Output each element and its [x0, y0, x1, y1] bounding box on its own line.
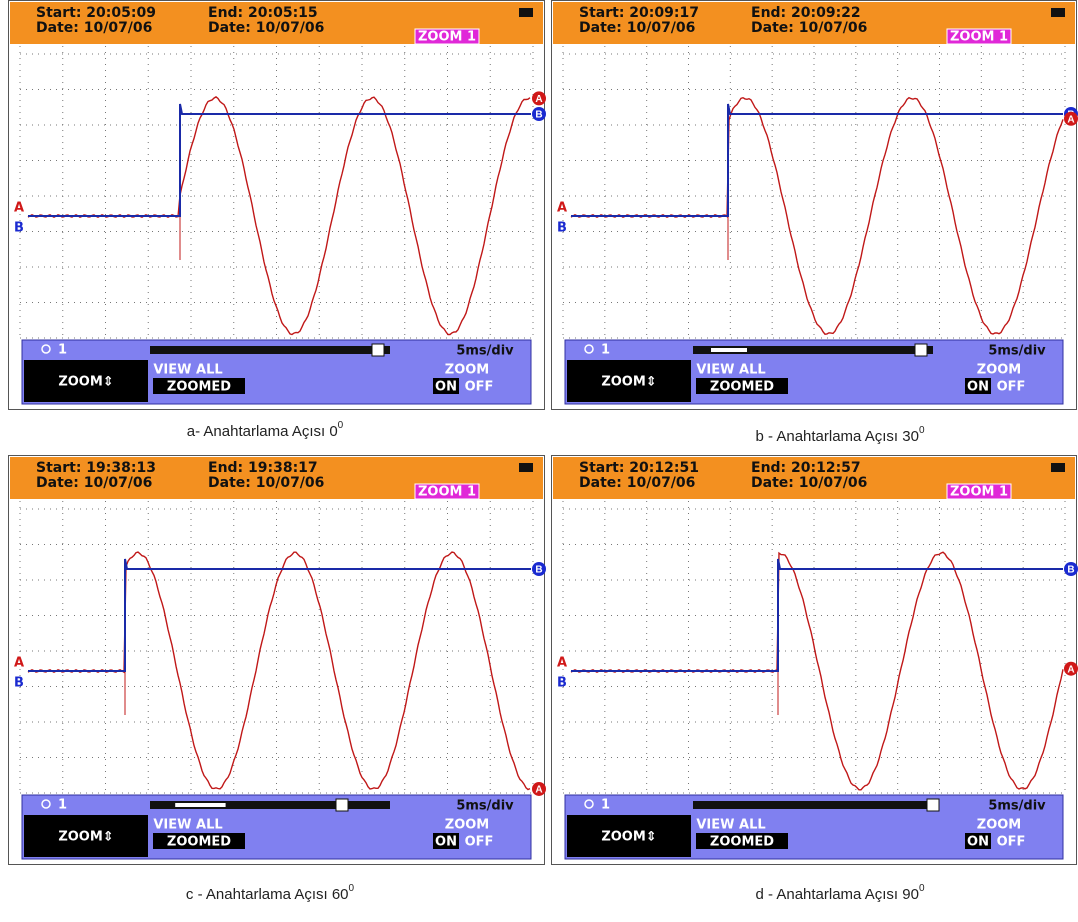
- zoom-level: 1: [58, 798, 67, 813]
- start-time: Start: 20:05:09: [36, 5, 156, 21]
- start-time: Start: 20:09:17: [579, 5, 699, 21]
- zoomed: ZOOMED: [167, 835, 231, 850]
- start-date: Date: 10/07/06: [579, 20, 695, 36]
- marker-b-right: B: [1067, 565, 1074, 576]
- zoomed: ZOOMED: [167, 380, 231, 395]
- zoom-slider-thumb: [336, 799, 348, 811]
- marker-b-right: B: [535, 565, 542, 576]
- marker-a-left: A: [557, 656, 567, 671]
- caption-text: c - Anahtarlama Açısı 60: [186, 886, 349, 903]
- zoom-level: 1: [58, 343, 67, 358]
- zoomed: ZOOMED: [710, 380, 774, 395]
- zoom-button: ZOOM⇕: [58, 830, 113, 845]
- caption: d - Anahtarlama Açısı 900: [756, 883, 925, 903]
- caption: a- Anahtarlama Açısı 00: [187, 420, 344, 440]
- caption-degree: 0: [349, 883, 355, 894]
- marker-b-left: B: [14, 676, 24, 691]
- view-all: VIEW ALL: [153, 363, 222, 378]
- zoom-on: ON: [967, 835, 989, 850]
- zoom-slider: [693, 801, 933, 809]
- battery-icon: [519, 8, 533, 17]
- caption-text: a- Anahtarlama Açısı 0: [187, 423, 338, 440]
- zoom-on: ON: [435, 380, 457, 395]
- zoom-label: ZOOM: [977, 818, 1021, 833]
- marker-a-right: A: [1067, 114, 1074, 125]
- end-time: End: 20:12:57: [751, 460, 861, 476]
- zoom-badge: ZOOM 1: [418, 485, 476, 500]
- zoom-slider-window: [175, 803, 225, 807]
- caption: b - Anahtarlama Açısı 300: [756, 425, 925, 445]
- zoom-off: OFF: [465, 835, 494, 850]
- caption-text: d - Anahtarlama Açısı 90: [756, 886, 919, 903]
- marker-a-right: A: [535, 785, 542, 796]
- zoomed: ZOOMED: [710, 835, 774, 850]
- timebase: 5ms/div: [456, 344, 514, 359]
- caption-degree: 0: [919, 883, 925, 894]
- zoom-on: ON: [435, 835, 457, 850]
- zoom-slider-thumb: [372, 344, 384, 356]
- marker-b-left: B: [14, 221, 24, 236]
- start-date: Date: 10/07/06: [579, 475, 695, 491]
- zoom-badge: ZOOM 1: [950, 30, 1008, 45]
- zoom-label: ZOOM: [977, 363, 1021, 378]
- zoom-level: 1: [601, 343, 610, 358]
- marker-a-right: A: [535, 94, 542, 105]
- end-time: End: 20:05:15: [208, 5, 318, 21]
- marker-a-left: A: [14, 656, 24, 671]
- battery-icon: [519, 463, 533, 472]
- start-time: Start: 20:12:51: [579, 460, 699, 476]
- zoom-badge: ZOOM 1: [418, 30, 476, 45]
- marker-b-right: B: [535, 110, 542, 121]
- end-date: Date: 10/07/06: [751, 20, 867, 36]
- zoom-off: OFF: [465, 380, 494, 395]
- start-date: Date: 10/07/06: [36, 20, 152, 36]
- caption-text: b - Anahtarlama Açısı 30: [756, 428, 919, 445]
- zoom-slider: [150, 346, 390, 354]
- battery-icon: [1051, 463, 1065, 472]
- zoom-badge: ZOOM 1: [950, 485, 1008, 500]
- zoom-slider-thumb: [927, 799, 939, 811]
- end-time: End: 19:38:17: [208, 460, 318, 476]
- view-all: VIEW ALL: [696, 363, 765, 378]
- caption-degree: 0: [338, 420, 344, 431]
- marker-a-left: A: [14, 201, 24, 216]
- zoom-label: ZOOM: [445, 363, 489, 378]
- end-date: Date: 10/07/06: [208, 475, 324, 491]
- marker-b-left: B: [557, 221, 567, 236]
- start-time: Start: 19:38:13: [36, 460, 156, 476]
- end-date: Date: 10/07/06: [751, 475, 867, 491]
- timebase: 5ms/div: [988, 799, 1046, 814]
- end-time: End: 20:09:22: [751, 5, 861, 21]
- marker-a-right: A: [1067, 664, 1074, 675]
- zoom-label: ZOOM: [445, 818, 489, 833]
- zoom-level: 1: [601, 798, 610, 813]
- battery-icon: [1051, 8, 1065, 17]
- start-date: Date: 10/07/06: [36, 475, 152, 491]
- view-all: VIEW ALL: [153, 818, 222, 833]
- zoom-off: OFF: [997, 835, 1026, 850]
- zoom-button: ZOOM⇕: [58, 375, 113, 390]
- timebase: 5ms/div: [456, 799, 514, 814]
- end-date: Date: 10/07/06: [208, 20, 324, 36]
- zoom-off: OFF: [997, 380, 1026, 395]
- zoom-slider-thumb: [915, 344, 927, 356]
- marker-b-left: B: [557, 676, 567, 691]
- zoom-button: ZOOM⇕: [601, 830, 656, 845]
- view-all: VIEW ALL: [696, 818, 765, 833]
- caption-degree: 0: [919, 425, 925, 436]
- caption: c - Anahtarlama Açısı 600: [186, 883, 355, 903]
- timebase: 5ms/div: [988, 344, 1046, 359]
- marker-a-left: A: [557, 201, 567, 216]
- figure: Start: 20:05:09Date: 10/07/06End: 20:05:…: [0, 0, 1078, 917]
- zoom-on: ON: [967, 380, 989, 395]
- zoom-button: ZOOM⇕: [601, 375, 656, 390]
- zoom-slider-window: [711, 348, 747, 352]
